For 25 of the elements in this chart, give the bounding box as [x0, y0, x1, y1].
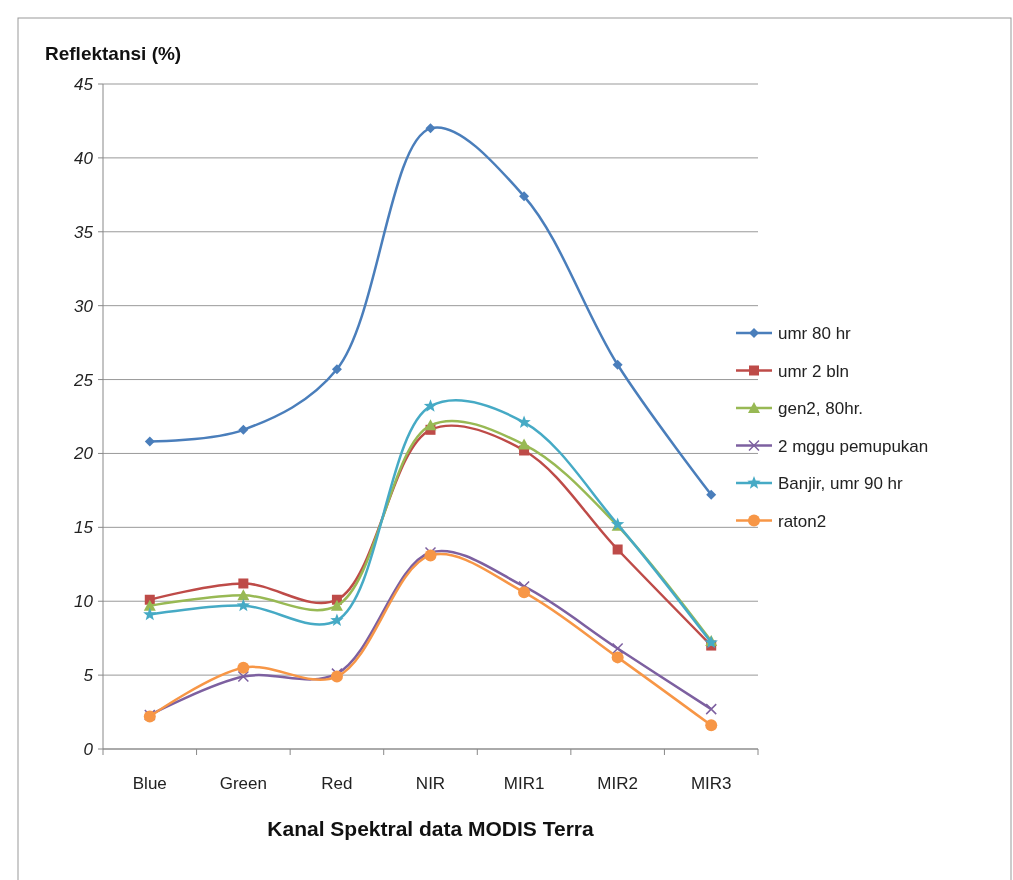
x-tick-label: MIR3 — [690, 774, 732, 793]
x-tick-label: MIR2 — [597, 774, 638, 793]
x-tick-label: NIR — [415, 774, 446, 793]
y-tick-label: 10 — [74, 592, 94, 612]
y-tick-label: 45 — [74, 75, 94, 94]
x-tick-label: MIR1 — [503, 774, 545, 793]
legend-label: Banjir, umr 90 hr — [778, 474, 904, 493]
y-tick-label: 20 — [73, 444, 94, 464]
y-tick-label: 30 — [74, 296, 94, 316]
x-tick-label: Red — [321, 774, 353, 793]
x-tick-label: Green — [219, 774, 267, 793]
y-tick-label: 25 — [73, 370, 94, 390]
legend-label: umr 2 bln — [778, 361, 849, 381]
x-tick-label: Blue — [132, 774, 167, 793]
y-tick-label: 40 — [74, 148, 94, 168]
y-tick-label: 0 — [83, 740, 94, 759]
legend-label: raton2 — [778, 511, 827, 531]
legend-label: 2 mggu pemupukan — [778, 436, 929, 456]
y-axis-title: Reflektansi (%) — [45, 43, 182, 64]
y-tick-label: 35 — [74, 222, 94, 242]
legend-label: gen2, 80hr. — [778, 399, 864, 418]
x-axis-title: Kanal Spektral data MODIS Terra — [267, 817, 595, 840]
y-tick-label: 5 — [83, 666, 94, 686]
legend-label: umr 80 hr — [778, 324, 852, 343]
y-tick-label: 15 — [74, 518, 94, 538]
